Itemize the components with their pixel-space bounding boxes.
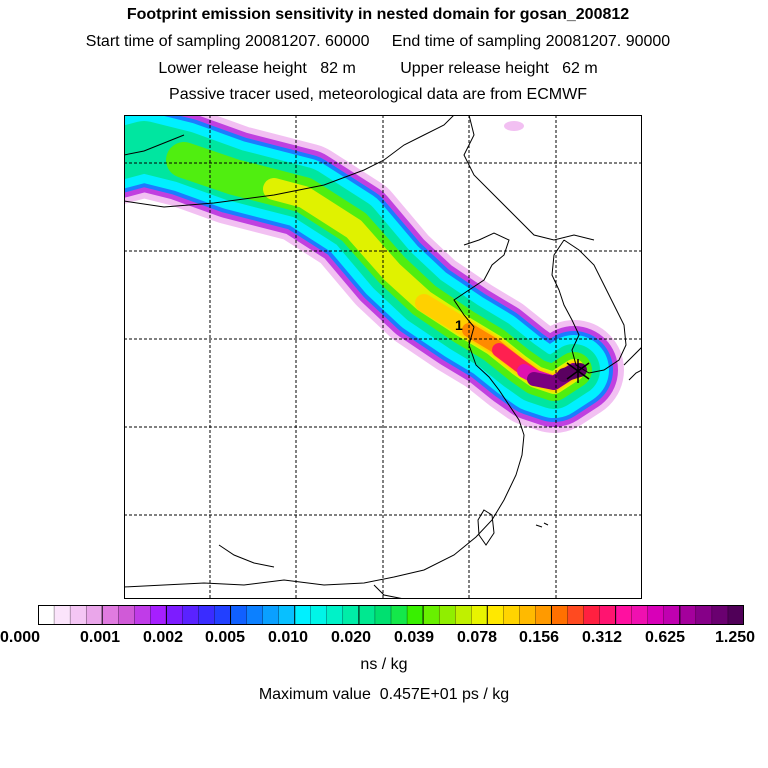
colorbar-tick-label: 0.005 xyxy=(204,629,246,646)
colorbar-cell xyxy=(679,605,697,625)
colorbar-tick-label: 0.078 xyxy=(456,629,498,646)
colorbar-cell xyxy=(583,605,601,625)
colorbar-tick-label: 0.001 xyxy=(79,629,121,646)
colorbar-cell xyxy=(390,605,408,625)
colorbar-cell xyxy=(551,605,569,625)
colorbar-cell xyxy=(374,605,392,625)
colorbar-tick-label: 1.250 xyxy=(714,629,756,646)
colorbar-cell xyxy=(695,605,713,625)
colorbar-cell xyxy=(53,605,71,625)
colorbar-cell xyxy=(503,605,521,625)
colorbar-cell xyxy=(358,605,376,625)
colorbar-tick-label: 0.039 xyxy=(393,629,435,646)
colorbar-cell xyxy=(663,605,681,625)
colorbar-cell xyxy=(711,605,729,625)
colorbar-cell xyxy=(406,605,424,625)
colorbar-cell xyxy=(455,605,472,625)
tracer-info-line: Passive tracer used, meteorological data… xyxy=(169,86,587,103)
maximum-value-label: Maximum value 0.457E+01 ps / kg xyxy=(258,686,510,703)
colorbar-cell xyxy=(326,605,344,625)
lat-lon-grid xyxy=(124,115,642,599)
colorbar-cell xyxy=(422,605,440,625)
colorbar-cell xyxy=(182,605,200,625)
colorbar-tick-label: 0.010 xyxy=(267,629,309,646)
colorbar-cell xyxy=(487,605,504,625)
colorbar-cell xyxy=(647,605,665,625)
sampling-time-line: Start time of sampling 20081207. 60000 E… xyxy=(85,33,671,50)
colorbar-unit: ns / kg xyxy=(360,656,408,673)
colorbar-cell xyxy=(631,605,649,625)
plume-fragment xyxy=(504,121,524,131)
colorbar-cell xyxy=(38,605,55,625)
colorbar-cell xyxy=(230,605,248,625)
colorbar-cell xyxy=(85,605,103,625)
colorbar-cell xyxy=(471,605,488,625)
colorbar-cell xyxy=(310,605,328,625)
colorbar-cell xyxy=(246,605,264,625)
colorbar-cell xyxy=(118,605,135,625)
colorbar-tick-label: 0.156 xyxy=(518,629,560,646)
colorbar-tick-label: 0.312 xyxy=(581,629,623,646)
colorbar-cell xyxy=(599,605,617,625)
colorbar xyxy=(38,605,744,625)
colorbar-cell xyxy=(342,605,360,625)
colorbar-cell xyxy=(69,605,87,625)
colorbar-cell xyxy=(278,605,296,625)
receptor-star-marker xyxy=(566,359,590,383)
colorbar-cell xyxy=(535,605,553,625)
colorbar-cell xyxy=(150,605,168,625)
release-height-line: Lower release height 82 m Upper release … xyxy=(158,60,598,77)
colorbar-tick-label: 0.002 xyxy=(142,629,184,646)
figure-title: Footprint emission sensitivity in nested… xyxy=(126,6,630,23)
colorbar-cell xyxy=(727,605,744,625)
colorbar-tick-label: 0.000 xyxy=(0,629,41,646)
colorbar-cell xyxy=(294,605,312,625)
colorbar-cell xyxy=(166,605,184,625)
colorbar-cell xyxy=(214,605,232,625)
colorbar-tick-label: 0.625 xyxy=(644,629,686,646)
colorbar-cell xyxy=(198,605,216,625)
site-marker-label: 1 xyxy=(455,317,463,333)
colorbar-cell xyxy=(134,605,151,625)
colorbar-tick-label: 0.020 xyxy=(330,629,372,646)
colorbar-cell xyxy=(567,605,585,625)
emission-plume xyxy=(124,115,624,433)
colorbar-cell xyxy=(615,605,633,625)
colorbar-cell xyxy=(262,605,280,625)
colorbar-cell xyxy=(519,605,537,625)
footprint-map: 1 xyxy=(124,115,642,599)
colorbar-cell xyxy=(102,605,119,625)
colorbar-cell xyxy=(438,605,456,625)
